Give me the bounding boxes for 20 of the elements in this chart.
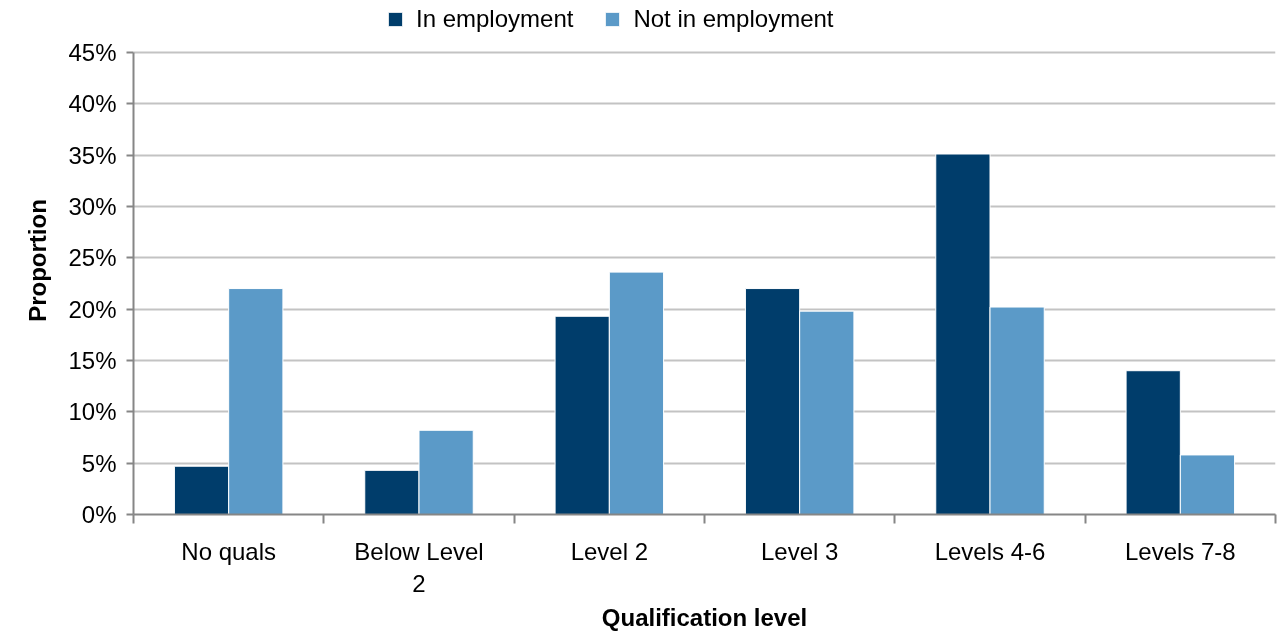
y-tick-label: 5% xyxy=(81,449,117,477)
legend-label: Not in employment xyxy=(633,5,834,33)
x-tick-label: Level 2 xyxy=(570,537,649,565)
y-tick-label: 0% xyxy=(81,501,117,528)
x-tick-label: Level 3 xyxy=(760,537,839,565)
x-tick-label: Below Level 2 xyxy=(354,537,484,597)
x-axis-title: Qualification level xyxy=(601,603,808,631)
y-axis-title: Proportion xyxy=(24,199,52,322)
x-tick-label: Levels 4-6 xyxy=(934,537,1046,565)
y-tick-label: 30% xyxy=(68,192,117,220)
y-tick-label: 25% xyxy=(68,244,117,272)
y-tick-label: 20% xyxy=(68,295,117,323)
y-tick-label: 10% xyxy=(68,398,117,426)
y-tick-label: 35% xyxy=(68,141,117,169)
y-tick-label: 15% xyxy=(68,346,117,374)
x-tick-label: Levels 7-8 xyxy=(1124,537,1236,565)
y-tick-label: 40% xyxy=(68,90,117,118)
y-tick-label: 45% xyxy=(68,38,117,66)
x-tick-label: No quals xyxy=(181,537,277,565)
legend-label: In employment xyxy=(416,5,574,33)
